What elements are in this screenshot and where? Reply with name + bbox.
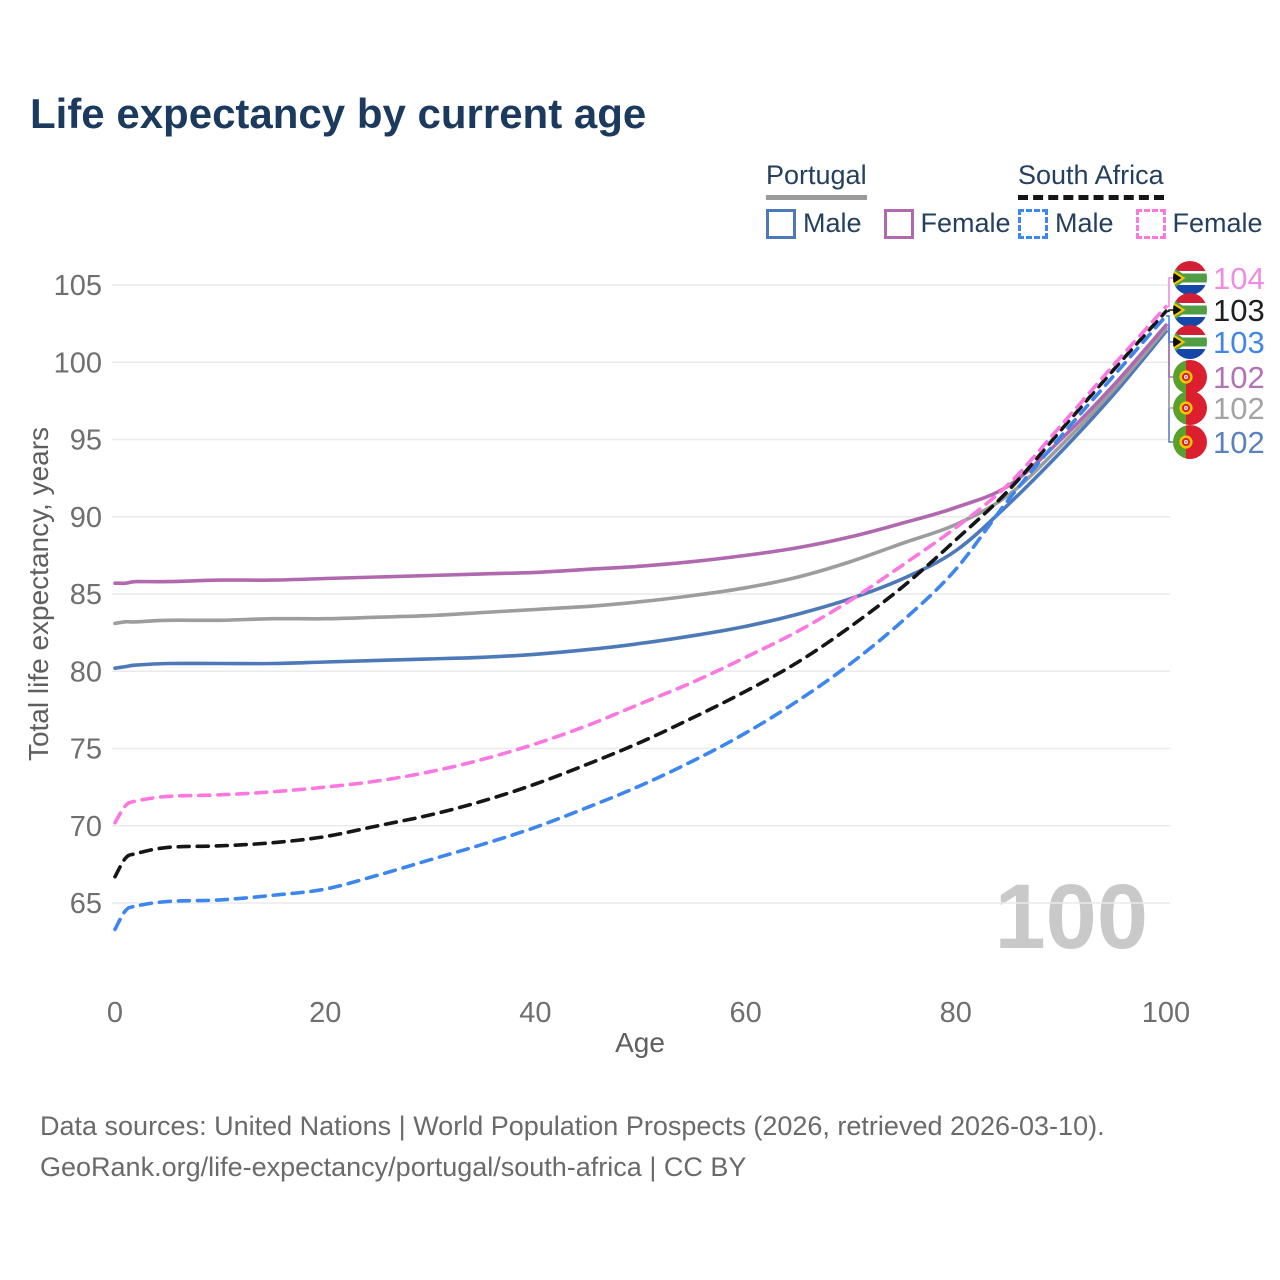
y-tick-label: 100 bbox=[54, 347, 102, 379]
legend-item-south-africa-male[interactable]: Male bbox=[1018, 208, 1114, 239]
legend-item-portugal-male[interactable]: Male bbox=[766, 208, 862, 239]
portugal-flag-icon bbox=[1173, 391, 1207, 425]
page-title: Life expectancy by current age bbox=[30, 90, 647, 137]
y-tick-label: 75 bbox=[70, 734, 102, 766]
south-africa-female-swatch-icon bbox=[1135, 208, 1166, 239]
life-expectancy-chart: 100 65 70 75 80 85 90 95 100 105 0 20 40 60 80 100 Age To… bbox=[23, 261, 1265, 1058]
end-label-portugal-all: 102 bbox=[1213, 391, 1265, 426]
y-tick-label: 105 bbox=[54, 270, 102, 302]
end-label-leader-portugal-male bbox=[1166, 330, 1174, 443]
x-tick-label: 0 bbox=[107, 997, 123, 1029]
line-portugal-male[interactable] bbox=[113, 329, 1168, 670]
x-axis-title: Age bbox=[615, 1027, 665, 1058]
y-tick-label: 80 bbox=[70, 656, 102, 688]
portugal-flag-icon bbox=[1173, 425, 1207, 459]
line-south-africa-female[interactable] bbox=[113, 304, 1168, 825]
legend-label: Female bbox=[1172, 208, 1263, 238]
legend-group-portugal: Portugal Male Female bbox=[766, 160, 1033, 239]
legend-item-portugal-female[interactable]: Female bbox=[883, 208, 1011, 239]
x-tick-label: 100 bbox=[1142, 997, 1190, 1029]
end-label-leader-south-africa-female bbox=[1166, 277, 1174, 308]
attribution-text: GeoRank.org/life-expectancy/portugal/sou… bbox=[40, 1152, 747, 1182]
legend-item-south-africa-female[interactable]: Female bbox=[1135, 208, 1263, 239]
portugal-flag-icon bbox=[1173, 360, 1207, 394]
age-counter-watermark: 100 bbox=[995, 866, 1149, 968]
end-label-south-africa-male: 103 bbox=[1213, 325, 1265, 360]
legend-header-south-africa[interactable]: South Africa bbox=[1018, 160, 1164, 200]
end-label-leader-south-africa-all bbox=[1166, 309, 1174, 313]
line-south-africa-male[interactable] bbox=[113, 314, 1168, 932]
portugal-male-swatch-icon bbox=[766, 208, 796, 239]
end-label-leader-portugal-all bbox=[1166, 327, 1174, 409]
legend-label: Female bbox=[920, 208, 1011, 238]
data-sources-text: Data sources: United Nations | World Pop… bbox=[40, 1111, 1105, 1141]
portugal-female-swatch-icon bbox=[883, 208, 914, 239]
end-label-south-africa-female: 104 bbox=[1213, 261, 1265, 296]
y-tick-label: 85 bbox=[70, 579, 102, 611]
y-tick-label: 90 bbox=[70, 502, 102, 534]
south-africa-flag-icon bbox=[1173, 325, 1207, 359]
y-tick-label: 70 bbox=[70, 811, 102, 843]
y-tick-label: 65 bbox=[70, 888, 102, 920]
footer: Data sources: United Nations | World Pop… bbox=[40, 1106, 1105, 1188]
line-south-africa-all[interactable] bbox=[113, 309, 1168, 879]
y-axis-title: Total life expectancy, years bbox=[23, 427, 54, 761]
x-tick-label: 40 bbox=[519, 997, 551, 1029]
legend-label: Male bbox=[803, 208, 862, 238]
x-tick-label: 80 bbox=[940, 997, 972, 1029]
end-label-portugal-male: 102 bbox=[1213, 425, 1265, 460]
legend-header-portugal[interactable]: Portugal bbox=[766, 160, 867, 200]
south-africa-flag-icon bbox=[1173, 293, 1207, 327]
line-portugal-female[interactable] bbox=[113, 323, 1168, 586]
end-label-portugal-female: 102 bbox=[1213, 360, 1265, 395]
end-label-leader-south-africa-male bbox=[1166, 315, 1174, 343]
legend-label: Male bbox=[1055, 208, 1114, 238]
end-label-south-africa-all: 103 bbox=[1213, 293, 1265, 328]
y-tick-label: 95 bbox=[70, 425, 102, 457]
end-label-leader-portugal-female bbox=[1166, 324, 1174, 378]
legend-group-south-africa: South Africa Male Female bbox=[1018, 160, 1280, 239]
x-tick-label: 20 bbox=[309, 997, 341, 1029]
x-tick-label: 60 bbox=[729, 997, 761, 1029]
south-africa-male-swatch-icon bbox=[1018, 208, 1048, 239]
south-africa-flag-icon bbox=[1173, 261, 1207, 295]
